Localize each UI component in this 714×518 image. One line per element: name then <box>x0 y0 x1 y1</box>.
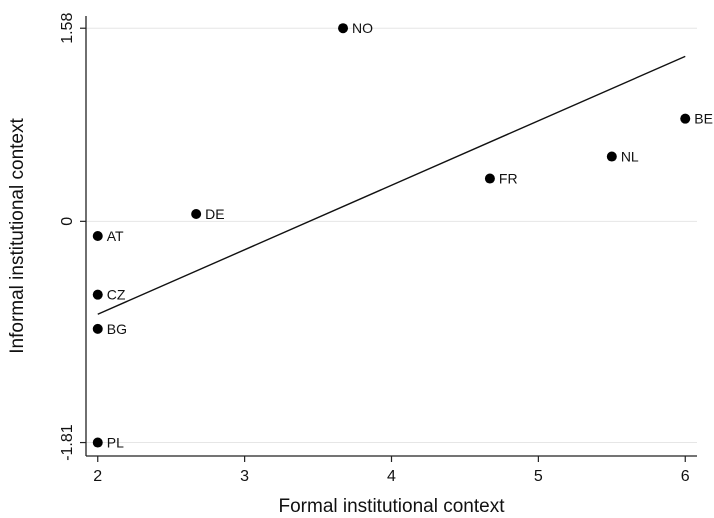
x-tick-label-2: 4 <box>387 468 396 485</box>
data-points: NO BE NL FR DE AT CZ BG PL <box>92 20 713 451</box>
point-pl <box>92 437 103 448</box>
point-label-cz: CZ <box>107 287 126 303</box>
axes <box>85 16 697 457</box>
x-tick-label-0: 2 <box>93 468 102 485</box>
point-label-de: DE <box>205 206 224 222</box>
fit-line <box>97 55 686 315</box>
x-tick-label-1: 3 <box>240 468 249 485</box>
fit-line-group <box>97 55 686 315</box>
point-nl <box>606 151 617 162</box>
grid-lines <box>86 27 697 444</box>
point-label-at: AT <box>107 228 124 244</box>
point-at <box>92 231 103 241</box>
point-label-be: BE <box>694 111 713 127</box>
x-axis-title: Formal institutional context <box>279 496 506 517</box>
point-label-nl: NL <box>621 149 639 165</box>
point-no <box>338 23 349 34</box>
point-de <box>191 209 202 219</box>
point-label-no: NO <box>352 20 373 36</box>
tick-labels: 2 3 4 5 6 -1.81 0 1.58 <box>59 13 690 485</box>
point-label-fr: FR <box>499 171 518 187</box>
point-label-pl: PL <box>107 435 124 451</box>
point-label-bg: BG <box>107 321 127 337</box>
y-tick-label-0: -1.81 <box>59 424 76 461</box>
x-tick-label-4: 6 <box>681 468 690 485</box>
point-bg <box>92 323 103 334</box>
y-axis-title: Informal institutional context <box>7 118 28 354</box>
point-be <box>680 113 691 124</box>
y-tick-label-1: 0 <box>59 217 76 226</box>
point-cz <box>92 289 103 300</box>
x-tick-label-3: 5 <box>534 468 543 485</box>
y-tick-label-2: 1.58 <box>59 13 76 44</box>
point-fr <box>484 173 495 184</box>
